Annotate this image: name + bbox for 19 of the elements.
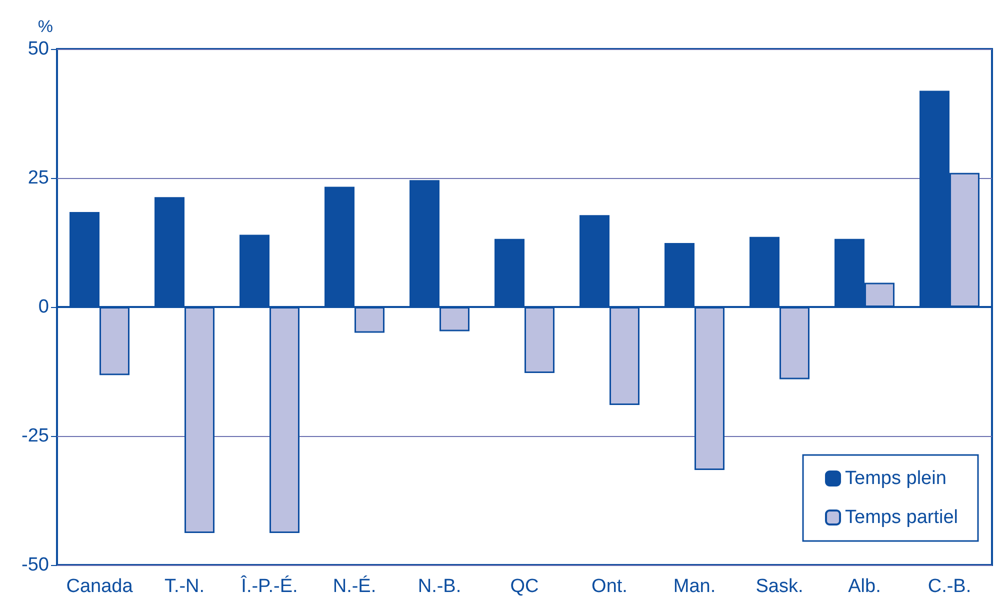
y-axis-title: % <box>38 17 53 36</box>
y-tick-label: 25 <box>28 168 49 188</box>
y-tick-label: 0 <box>38 296 49 318</box>
x-tick-label: Alb. <box>848 576 881 597</box>
x-tick-label: Ont. <box>592 576 628 597</box>
x-tick-label: Canada <box>66 576 134 597</box>
legend-label: Temps partiel <box>845 507 958 528</box>
legend-label: Temps plein <box>845 468 946 489</box>
x-tick-label: Sask. <box>756 576 804 597</box>
x-tick-label: N.-B. <box>418 576 462 597</box>
y-tick-label: -50 <box>22 554 49 576</box>
y-tick-label: -25 <box>22 426 49 446</box>
x-tick-label: Î.-P.-É. <box>240 575 298 597</box>
x-tick-label: N.-É. <box>332 575 376 597</box>
y-tick-label: 50 <box>28 38 49 60</box>
x-tick-label: QC <box>510 576 539 597</box>
x-tick-label: Man. <box>673 576 716 597</box>
x-tick-label: C.-B. <box>928 576 972 597</box>
x-tick-label: T.-N. <box>164 576 205 597</box>
